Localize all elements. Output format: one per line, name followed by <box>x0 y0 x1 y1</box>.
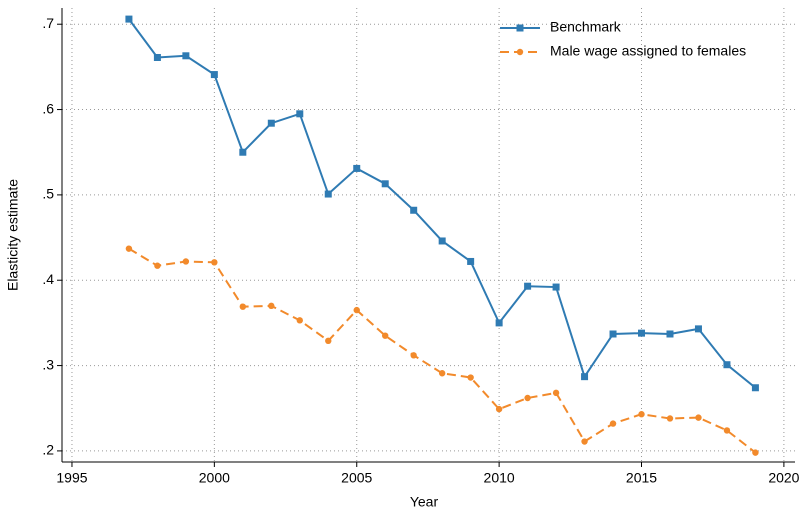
y-axis-label: Elasticity estimate <box>5 179 21 291</box>
data-point <box>381 180 389 188</box>
y-tick-label: .7 <box>42 15 54 31</box>
data-point <box>723 361 731 369</box>
x-tick-label: 2000 <box>199 470 230 486</box>
y-tick-label: .4 <box>42 271 54 287</box>
data-point <box>752 449 759 456</box>
data-point <box>638 329 646 337</box>
data-point <box>695 414 702 421</box>
data-point <box>552 283 560 291</box>
legend-marker <box>516 24 524 32</box>
data-point <box>410 352 417 359</box>
x-tick-label: 2010 <box>484 470 515 486</box>
data-point <box>723 427 731 434</box>
data-point <box>267 119 275 127</box>
data-point <box>125 15 133 23</box>
data-point <box>325 337 332 345</box>
legend-label: Benchmark <box>550 19 622 35</box>
data-point <box>666 415 674 422</box>
data-point <box>239 148 247 156</box>
data-point <box>296 110 304 118</box>
data-point <box>353 306 360 314</box>
x-tick-label: 2005 <box>341 470 372 486</box>
data-point <box>296 317 303 324</box>
data-point <box>638 411 645 418</box>
data-point <box>467 374 474 381</box>
data-point <box>581 438 588 445</box>
data-point <box>125 245 133 252</box>
data-point <box>182 52 190 60</box>
x-tick-label: 1995 <box>56 470 87 486</box>
y-tick-label: .2 <box>42 442 54 458</box>
data-point <box>153 53 161 61</box>
data-point <box>324 190 332 198</box>
data-point <box>495 319 503 327</box>
data-point <box>581 373 589 381</box>
y-tick-label: .3 <box>42 356 54 372</box>
x-tick-label: 2020 <box>768 470 799 486</box>
data-point <box>609 330 617 338</box>
data-point <box>524 282 532 290</box>
data-point <box>210 71 218 79</box>
data-point <box>438 370 446 377</box>
data-point <box>467 257 475 265</box>
y-tick-label: .5 <box>42 186 54 202</box>
legend-label: Male wage assigned to females <box>550 43 746 59</box>
data-point <box>552 389 560 397</box>
data-point <box>751 384 759 392</box>
data-point <box>268 302 275 310</box>
x-tick-label: 2015 <box>626 470 657 486</box>
data-point <box>609 420 617 427</box>
data-point <box>239 303 247 310</box>
data-point <box>211 259 218 266</box>
data-point <box>410 206 418 214</box>
legend-marker <box>516 48 524 56</box>
data-point <box>353 164 361 172</box>
data-point <box>524 394 531 402</box>
y-tick-label: .6 <box>42 100 54 116</box>
data-point <box>382 332 389 339</box>
x-axis-label: Year <box>410 494 439 510</box>
data-point <box>666 330 674 338</box>
data-point <box>495 405 503 413</box>
data-point <box>694 325 702 333</box>
data-point <box>438 237 446 245</box>
data-point <box>182 258 190 265</box>
data-point <box>154 262 161 269</box>
series-line <box>128 247 757 454</box>
series-line <box>128 18 757 389</box>
